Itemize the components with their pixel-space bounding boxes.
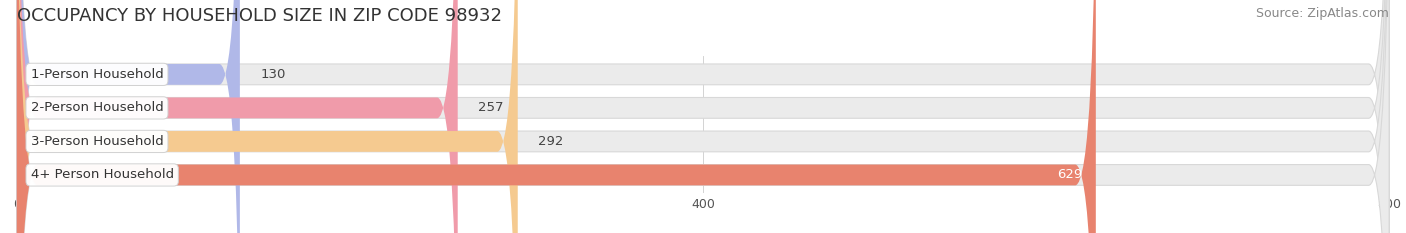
FancyBboxPatch shape — [17, 0, 1095, 233]
Text: Source: ZipAtlas.com: Source: ZipAtlas.com — [1256, 7, 1389, 20]
FancyBboxPatch shape — [17, 0, 1389, 233]
FancyBboxPatch shape — [17, 0, 1389, 233]
FancyBboxPatch shape — [17, 0, 458, 233]
Text: 629: 629 — [1057, 168, 1083, 182]
Text: 2-Person Household: 2-Person Household — [31, 101, 163, 114]
FancyBboxPatch shape — [17, 0, 1389, 233]
FancyBboxPatch shape — [17, 0, 517, 233]
Text: OCCUPANCY BY HOUSEHOLD SIZE IN ZIP CODE 98932: OCCUPANCY BY HOUSEHOLD SIZE IN ZIP CODE … — [17, 7, 502, 25]
Text: 130: 130 — [260, 68, 285, 81]
Text: 4+ Person Household: 4+ Person Household — [31, 168, 174, 182]
Text: 257: 257 — [478, 101, 503, 114]
FancyBboxPatch shape — [17, 0, 1389, 233]
Text: 292: 292 — [538, 135, 564, 148]
FancyBboxPatch shape — [17, 0, 240, 233]
Text: 1-Person Household: 1-Person Household — [31, 68, 163, 81]
Text: 3-Person Household: 3-Person Household — [31, 135, 163, 148]
